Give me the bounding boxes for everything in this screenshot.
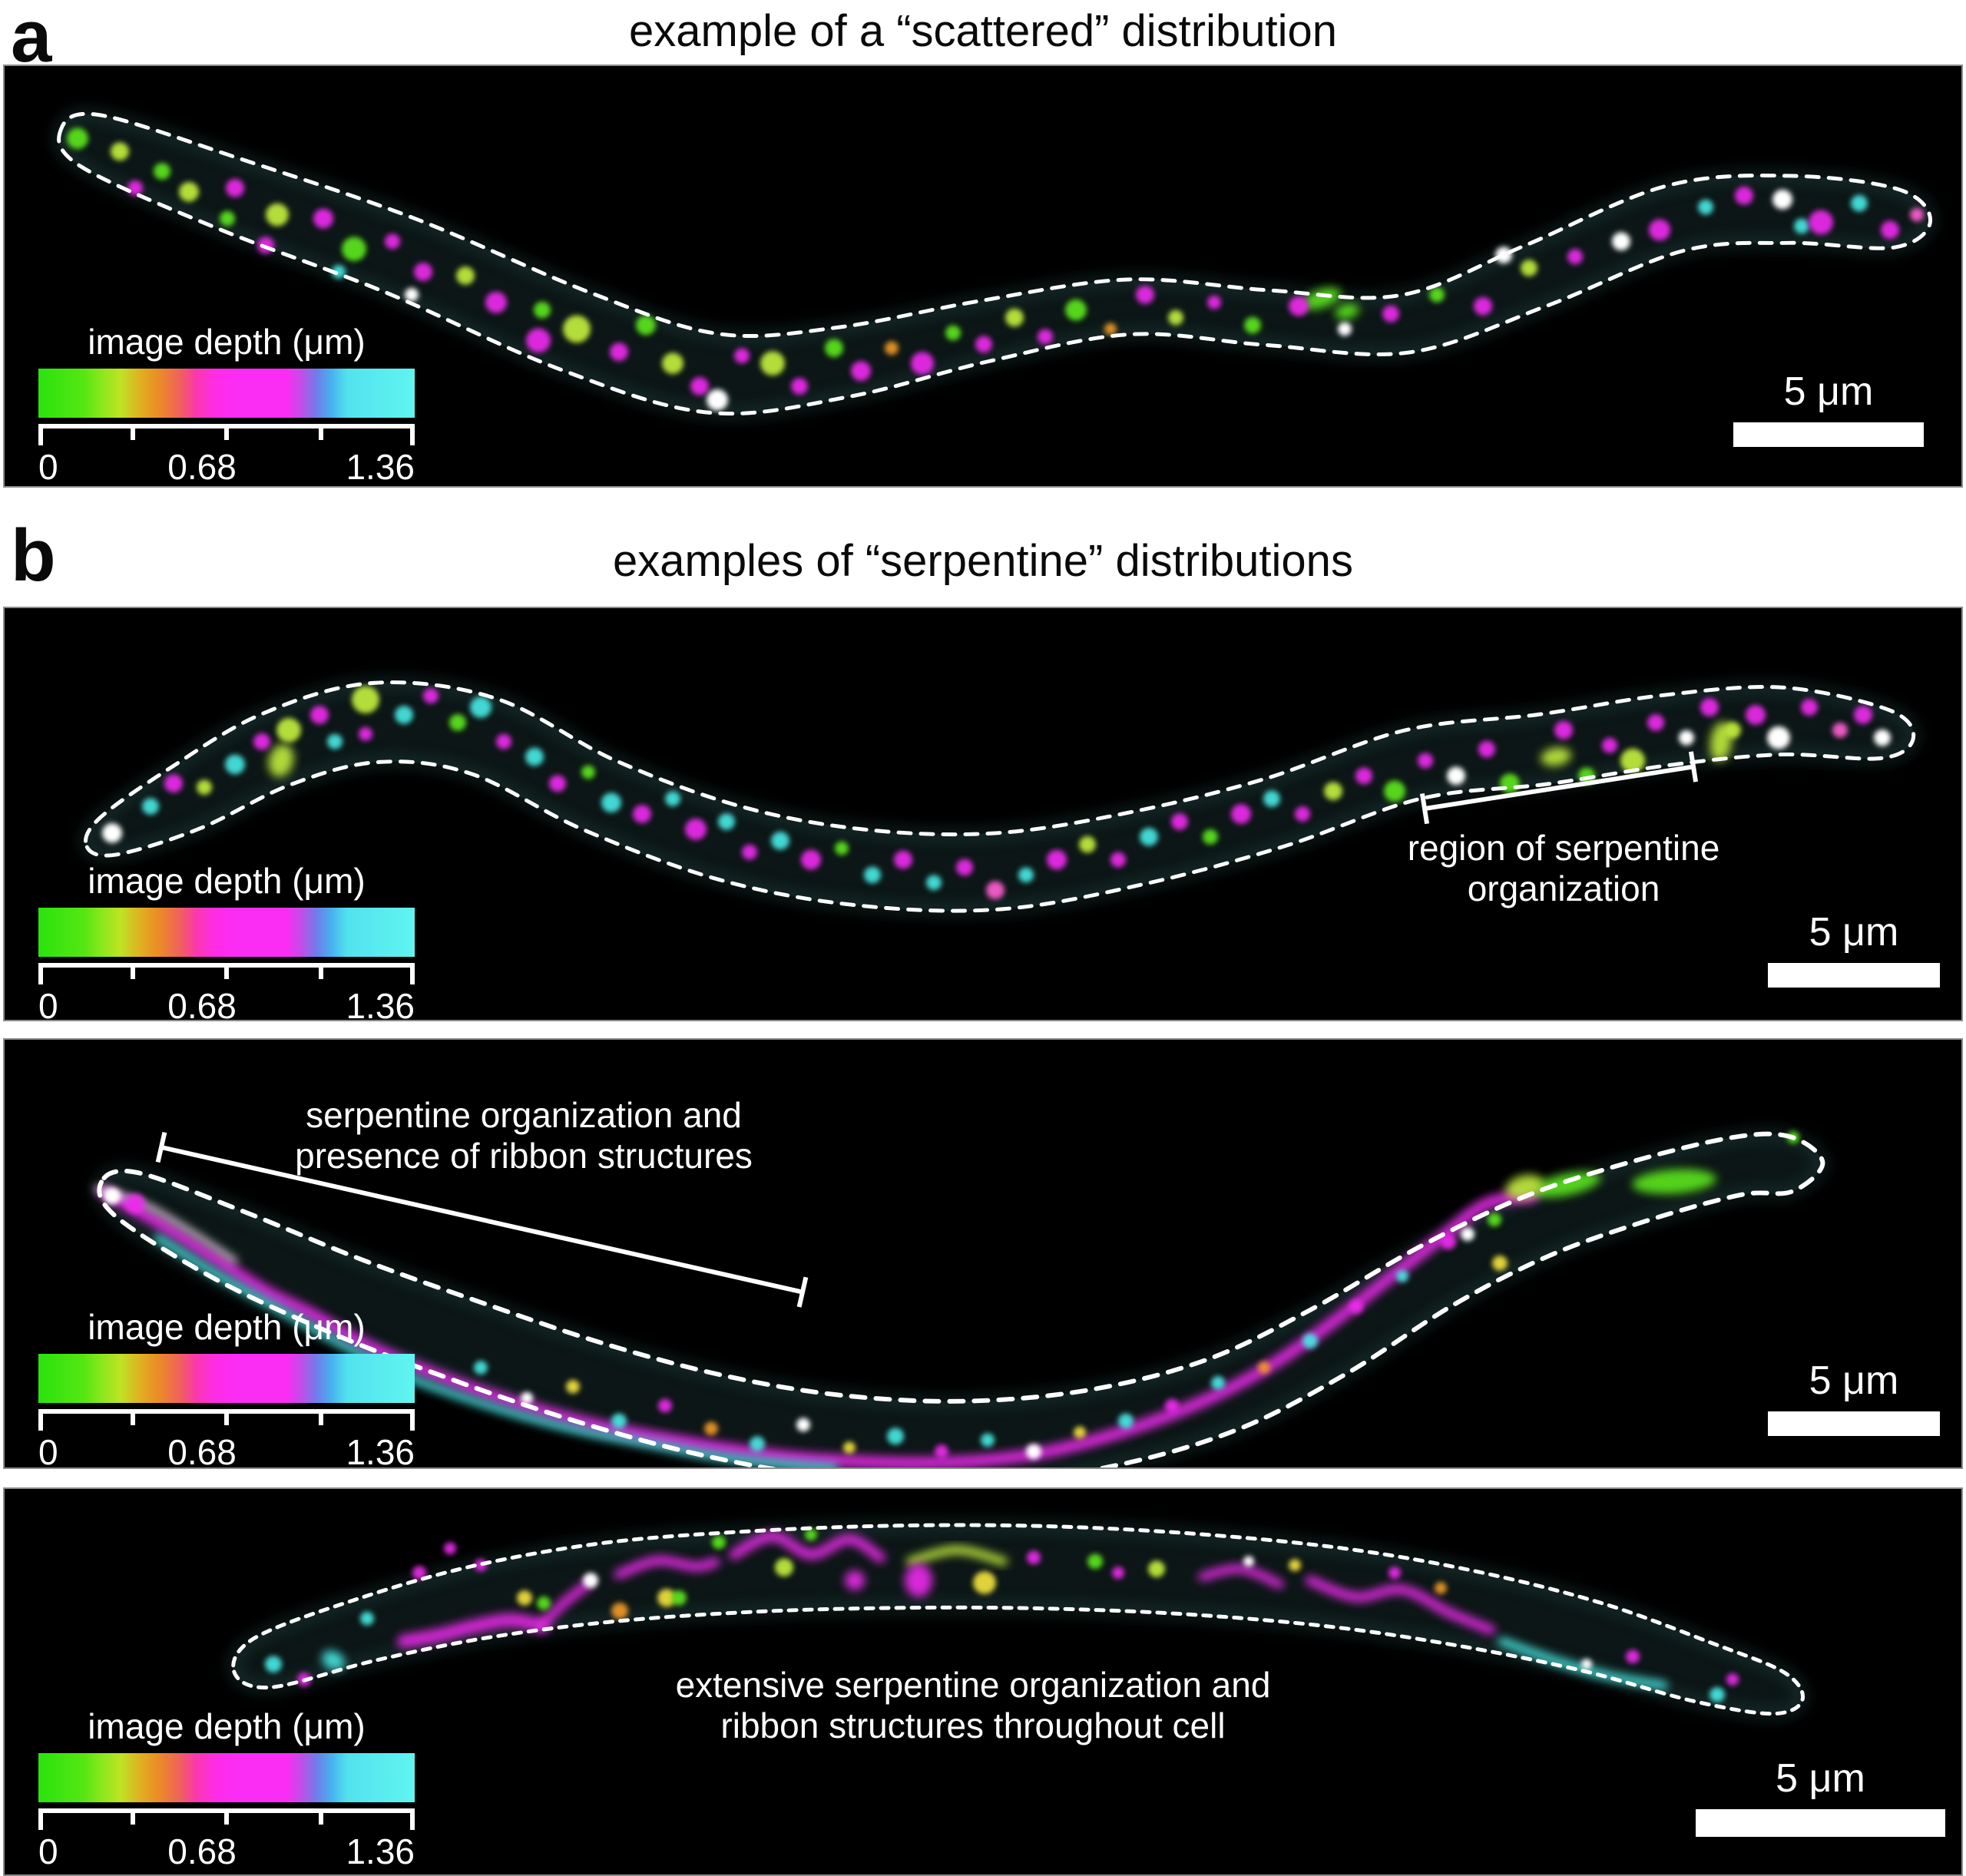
legend-title: image depth (μm)	[88, 1307, 366, 1347]
panel-b-title: examples of “serpentine” distributions	[613, 536, 1353, 586]
legend-tick-068: 0.68	[167, 1432, 237, 1472]
legend-tick-0: 0	[38, 447, 58, 487]
legend-title: image depth (μm)	[88, 322, 366, 362]
legend-tick-labels: 0 0.68 1.36	[38, 1434, 415, 1471]
legend-title: image depth (μm)	[88, 861, 366, 901]
panel-label-b: b	[11, 514, 56, 597]
legend-title: image depth (μm)	[88, 1706, 366, 1746]
depth-legend-a: image depth (μm) 0 0.68 1.36	[38, 323, 415, 485]
scalebar-a: 5 μm	[1733, 370, 1924, 447]
legend-tick-136: 1.36	[346, 986, 415, 1026]
annotation-region-of-serpentine: region of serpentine organization	[1407, 828, 1720, 908]
scalebar-b1: 5 μm	[1768, 911, 1940, 988]
legend-tick-labels: 0 0.68 1.36	[38, 988, 415, 1024]
cell-image-a	[53, 108, 1936, 419]
legend-gradient-bar	[38, 369, 415, 418]
scalebar-rect	[1768, 963, 1940, 988]
legend-axis	[38, 1808, 415, 1831]
legend-axis	[38, 1409, 415, 1432]
depth-legend-b3: image depth (μm) 0 0.68 1.36	[38, 1707, 415, 1870]
depth-legend-b1: image depth (μm) 0 0.68 1.36	[38, 862, 415, 1024]
legend-tick-136: 1.36	[346, 1831, 415, 1871]
legend-axis	[38, 963, 415, 986]
scalebar-b2: 5 μm	[1768, 1359, 1940, 1436]
panel-label-a: a	[11, 0, 52, 78]
cell-image-b3	[227, 1520, 1809, 1719]
panel-a-title: example of a “scattered” distribution	[629, 6, 1337, 56]
legend-tick-068: 0.68	[167, 447, 237, 487]
scalebar-rect	[1696, 1809, 1945, 1837]
scalebar-rect	[1768, 1411, 1940, 1436]
legend-gradient-bar	[38, 1354, 415, 1403]
legend-tick-0: 0	[38, 1831, 58, 1871]
cell-image-b2	[94, 1128, 1829, 1467]
legend-tick-labels: 0 0.68 1.36	[38, 1833, 415, 1870]
annotation-extensive-serpentine: extensive serpentine organization and ri…	[675, 1665, 1271, 1745]
scalebar-b3: 5 μm	[1696, 1757, 1945, 1837]
legend-tick-068: 0.68	[167, 986, 237, 1026]
legend-gradient-bar	[38, 908, 415, 957]
legend-tick-0: 0	[38, 986, 58, 1026]
depth-legend-b2: image depth (μm) 0 0.68 1.36	[38, 1308, 415, 1471]
scalebar-label: 5 μm	[1776, 1756, 1865, 1801]
scalebar-label: 5 μm	[1809, 910, 1899, 955]
legend-gradient-bar	[38, 1753, 415, 1802]
scalebar-label: 5 μm	[1809, 1358, 1899, 1403]
legend-axis	[38, 424, 415, 447]
microscopy-panel-b1	[3, 607, 1963, 1021]
annotation-serpentine-ribbon: serpentine organization and presence of …	[295, 1095, 753, 1176]
legend-tick-068: 0.68	[167, 1831, 237, 1871]
scalebar-rect	[1733, 422, 1924, 447]
legend-tick-0: 0	[38, 1432, 58, 1472]
legend-tick-136: 1.36	[346, 1432, 415, 1472]
legend-tick-136: 1.36	[346, 447, 415, 487]
legend-tick-labels: 0 0.68 1.36	[38, 448, 415, 485]
scalebar-label: 5 μm	[1783, 369, 1874, 414]
cell-image-b1	[80, 677, 1919, 917]
